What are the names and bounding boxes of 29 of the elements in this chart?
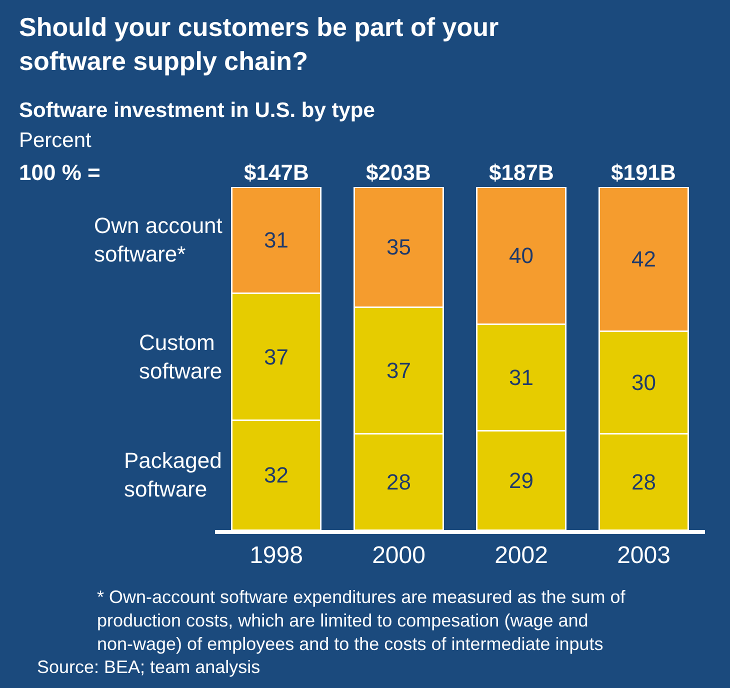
text: $187B	[489, 160, 554, 185]
data-label: 28	[386, 469, 411, 494]
series-label: Own account software*	[94, 213, 222, 267]
source-note: Source: BEA; team analysis	[37, 657, 260, 677]
text: 100 % =	[19, 160, 100, 185]
chart-title: Should your customers be part of your software supply chain?	[19, 12, 499, 76]
data-label: 31	[509, 364, 534, 390]
text: $191B	[611, 160, 676, 185]
text: * Own-account software expenditures are measured as the sum of production costs, which are limited to compesation (wage and non-wage) of employees and to the costs of intermediate inputs	[97, 587, 626, 654]
text: $203B	[366, 160, 431, 185]
text: Percent	[19, 129, 92, 152]
data-label: 28	[632, 469, 656, 494]
series-label: Packaged software	[124, 448, 222, 502]
data-label: 32	[264, 462, 288, 488]
data-label: 35	[386, 234, 411, 260]
data-label: 42	[632, 246, 656, 272]
x-tick-label: 2000	[372, 542, 426, 569]
text: $147B	[244, 160, 309, 185]
data-label: 30	[632, 370, 656, 396]
data-label: 31	[264, 228, 288, 253]
x-tick-label: 1998	[250, 542, 303, 569]
x-tick-label: 2002	[494, 542, 548, 569]
data-label: 37	[264, 344, 288, 370]
data-label: 29	[509, 468, 534, 493]
data-label: 40	[509, 243, 534, 268]
series-label: Custom software	[139, 330, 222, 384]
chart-subtitle: Software investment in U.S. by type	[19, 99, 375, 122]
x-tick-label: 2003	[617, 542, 670, 569]
data-label: 37	[386, 358, 411, 384]
